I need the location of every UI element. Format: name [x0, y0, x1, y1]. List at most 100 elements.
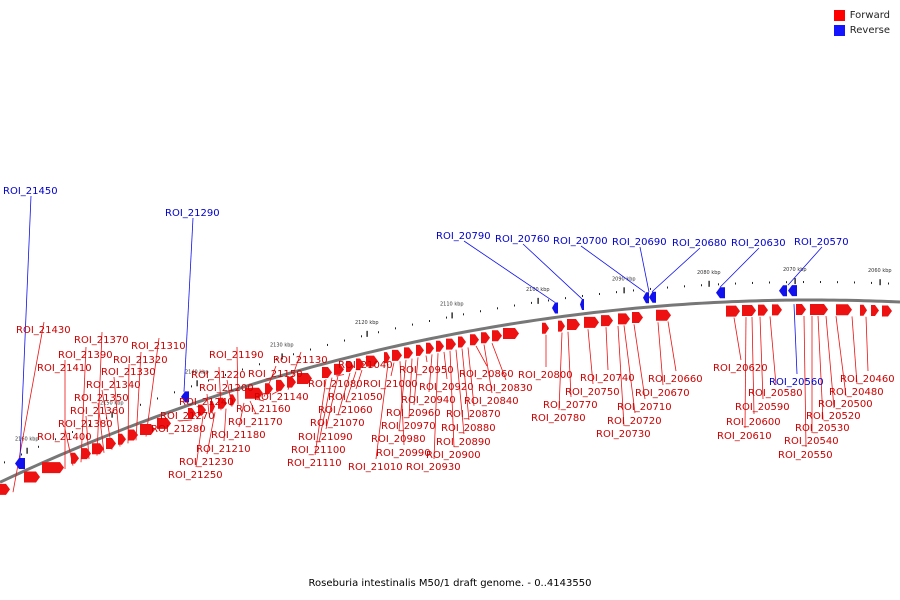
- forward-gene: [346, 361, 354, 373]
- forward-gene: [503, 327, 519, 339]
- gene-label: ROI_21140: [254, 392, 309, 403]
- leader-line: [759, 316, 764, 400]
- gene-label: ROI_20730: [596, 429, 651, 440]
- major-tick: [794, 278, 796, 285]
- forward-gene: [128, 429, 138, 441]
- forward-gene: [726, 305, 740, 317]
- gene-label: ROI_20900: [426, 450, 481, 461]
- gene-label: ROI_20590: [735, 402, 790, 413]
- tick-label: 2060 kbp: [868, 268, 892, 274]
- leader-line: [178, 419, 193, 422]
- leader-line: [314, 379, 327, 456]
- tick-label: 2080 kbp: [697, 270, 721, 276]
- gene-label: ROI_21450: [3, 186, 58, 197]
- leader-line: [787, 246, 823, 286]
- leader-line: [318, 377, 333, 443]
- minor-tick: [395, 327, 396, 330]
- forward-gene: [188, 408, 196, 420]
- gene-label: ROI_21430: [16, 325, 71, 336]
- minor-tick: [327, 343, 328, 346]
- gene-label: ROI_21320: [113, 355, 168, 366]
- gene-label: ROI_21390: [58, 350, 113, 361]
- reverse-gene: [552, 302, 558, 314]
- forward-gene: [492, 330, 502, 342]
- reverse-gene: [788, 285, 797, 297]
- tick-label: 2130 kbp: [270, 342, 294, 348]
- gene-label: ROI_20990: [376, 448, 431, 459]
- reverse-gene: [649, 291, 656, 303]
- gene-label: ROI_21150: [248, 369, 303, 380]
- minor-tick: [344, 339, 345, 342]
- forward-gene: [322, 366, 332, 378]
- leader-line: [817, 315, 824, 421]
- leader-line: [425, 355, 428, 363]
- forward-gene: [632, 312, 643, 324]
- forward-gene: [140, 423, 155, 435]
- gene-label: ROI_20830: [478, 383, 533, 394]
- leader-line: [398, 359, 407, 432]
- gene-label: ROI_20920: [419, 382, 474, 393]
- minor-tick: [718, 283, 719, 286]
- minor-tick: [361, 335, 362, 338]
- gene-label: ROI_21290: [165, 208, 220, 219]
- gene-label: ROI_21250: [168, 470, 223, 481]
- minor-tick: [378, 331, 379, 334]
- forward-gene: [458, 336, 466, 348]
- gene-label: ROI_20690: [612, 237, 667, 248]
- leader-line: [195, 416, 204, 468]
- leader-line: [605, 327, 609, 371]
- leader-line: [433, 353, 439, 460]
- minor-tick: [820, 281, 821, 284]
- leader-line: [657, 322, 664, 386]
- leader-line: [483, 344, 493, 394]
- leader-line: [375, 363, 389, 460]
- minor-tick: [786, 281, 787, 284]
- gene-label: ROI_20750: [565, 387, 620, 398]
- forward-gene: [860, 304, 867, 316]
- leader-line: [345, 371, 357, 403]
- gene-features: [0, 285, 892, 495]
- leader-line: [667, 321, 677, 372]
- gene-label: ROI_21200: [199, 383, 254, 394]
- minor-tick: [854, 281, 855, 284]
- major-tick: [281, 353, 283, 360]
- minor-tick: [735, 282, 736, 285]
- tick-label: 2160 kbp: [15, 437, 39, 443]
- minor-tick: [548, 299, 549, 302]
- leader-line: [183, 217, 194, 392]
- forward-gene: [772, 304, 782, 316]
- gene-label: ROI_21310: [131, 341, 186, 352]
- leader-line: [587, 329, 594, 385]
- reverse-gene: [643, 292, 649, 304]
- forward-gene: [230, 394, 236, 406]
- forward-gene: [81, 448, 91, 460]
- leader-line: [623, 325, 636, 414]
- gene-label: ROI_21240: [179, 397, 234, 408]
- minor-tick: [480, 310, 481, 313]
- forward-gene: [426, 342, 434, 354]
- gene-label: ROI_21410: [37, 363, 92, 374]
- gene-label: ROI_20550: [778, 450, 833, 461]
- gene-label: ROI_20570: [794, 237, 849, 248]
- leader-line: [206, 393, 210, 415]
- gene-label: ROI_20760: [495, 234, 550, 245]
- major-tick: [366, 330, 368, 337]
- forward-gene: [366, 355, 378, 367]
- minor-tick: [276, 358, 277, 361]
- minor-tick: [310, 348, 311, 351]
- minor-tick: [21, 453, 22, 456]
- major-tick: [708, 280, 710, 287]
- minor-tick: [769, 281, 770, 284]
- leader-line: [455, 349, 465, 435]
- tick-label: 2140 kbp: [185, 369, 209, 375]
- gene-label: ROI_21080: [308, 379, 363, 390]
- leader-line: [558, 332, 563, 411]
- legend-forward: Forward: [833, 8, 890, 23]
- gene-labels: ROI_21430ROI_21410ROI_21400ROI_21390ROI_…: [3, 186, 895, 481]
- leader-line: [206, 412, 216, 455]
- gene-label: ROI_20880: [441, 423, 496, 434]
- forward-gene: [287, 376, 296, 388]
- leader-line: [467, 347, 475, 407]
- forward-gene: [245, 387, 263, 399]
- minor-tick: [616, 291, 617, 294]
